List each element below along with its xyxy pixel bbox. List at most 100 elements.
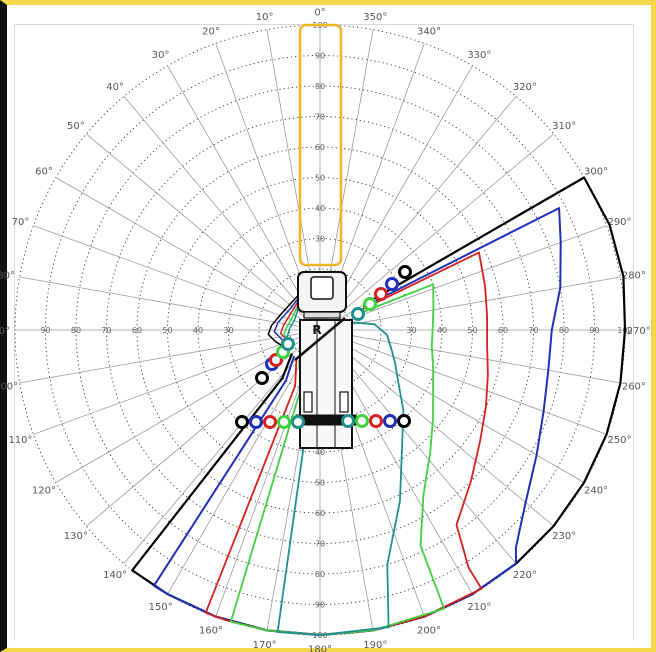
grid-spoke bbox=[319, 225, 607, 331]
angle-label: 40° bbox=[106, 82, 124, 93]
radial-label: 70 bbox=[315, 113, 325, 122]
radial-label: 80 bbox=[315, 82, 325, 91]
marker-rear-left bbox=[291, 415, 305, 429]
angle-label: 210° bbox=[467, 602, 491, 613]
grid-spoke bbox=[319, 329, 554, 527]
grid-spoke bbox=[319, 96, 517, 331]
rear-label: 40 bbox=[315, 448, 325, 457]
radial-label: 30 bbox=[315, 235, 325, 244]
marker-rear-right bbox=[355, 414, 369, 428]
angle-label: 230° bbox=[552, 531, 576, 542]
grid-spoke bbox=[319, 276, 621, 331]
grid-spoke bbox=[319, 329, 607, 435]
grid-spoke bbox=[33, 225, 321, 331]
angle-label: 180° bbox=[308, 645, 332, 652]
grid-spoke bbox=[319, 133, 554, 331]
angle-label: 270° bbox=[627, 326, 651, 337]
radial-label: 60 bbox=[315, 143, 325, 152]
vehicle-body bbox=[299, 319, 353, 449]
horizontal-right-label: 30 bbox=[406, 326, 416, 335]
rear-label: 80 bbox=[315, 570, 325, 579]
marker-rear-right bbox=[383, 414, 397, 428]
angle-label: 110° bbox=[8, 435, 32, 446]
angle-label: 30° bbox=[152, 50, 170, 61]
vehicle-diagonal bbox=[294, 317, 346, 361]
angle-label: 190° bbox=[363, 640, 387, 651]
horizontal-right-label: 40 bbox=[437, 326, 447, 335]
horizontal-left-label: 60 bbox=[132, 326, 142, 335]
marker-rear-right bbox=[341, 414, 355, 428]
rear-label: 70 bbox=[315, 540, 325, 549]
angle-label: 290° bbox=[607, 217, 631, 228]
marker-rear-right bbox=[369, 414, 383, 428]
horizontal-right-label: 80 bbox=[559, 326, 569, 335]
horizontal-right-label: 50 bbox=[467, 326, 477, 335]
vehicle-cab-roof bbox=[310, 276, 334, 300]
marker-left-diag bbox=[255, 371, 269, 385]
radial-label: 40 bbox=[315, 204, 325, 213]
marker-right-diag bbox=[374, 287, 388, 301]
marker-rear-left bbox=[249, 415, 263, 429]
marker-rear-left bbox=[263, 415, 277, 429]
grid-spoke bbox=[123, 329, 321, 564]
angle-label: 260° bbox=[622, 381, 646, 392]
angle-label: 320° bbox=[513, 82, 537, 93]
angle-label: 340° bbox=[417, 26, 441, 37]
grid-spoke bbox=[319, 329, 621, 384]
horizontal-left-label: 70 bbox=[101, 326, 111, 335]
marker-left-diag bbox=[281, 337, 295, 351]
grid-spoke bbox=[167, 329, 321, 595]
angle-label: 200° bbox=[417, 626, 441, 637]
angle-label: 120° bbox=[32, 485, 56, 496]
marker-right-diag bbox=[363, 297, 377, 311]
marker-rear-right bbox=[397, 414, 411, 428]
horizontal-left-label: 80 bbox=[71, 326, 81, 335]
rear-label: 90 bbox=[315, 601, 325, 610]
angle-label: 300° bbox=[584, 167, 608, 178]
angle-label: 240° bbox=[584, 485, 608, 496]
zone-blue bbox=[152, 207, 562, 636]
angle-label: 250° bbox=[607, 435, 631, 446]
zone-green bbox=[229, 283, 446, 636]
marker-right-diag bbox=[351, 307, 365, 321]
vehicle-letter: R bbox=[312, 323, 321, 337]
angle-label: 20° bbox=[202, 26, 220, 37]
radial-label: 50 bbox=[315, 174, 325, 183]
grid-spoke bbox=[33, 329, 321, 435]
angle-label: 60° bbox=[35, 167, 53, 178]
angle-label: 80° bbox=[0, 271, 15, 282]
angle-label: 350° bbox=[363, 12, 387, 23]
angle-label: 0° bbox=[314, 7, 325, 18]
grid-spoke bbox=[55, 177, 321, 331]
front-view-highlight bbox=[298, 23, 343, 267]
horizontal-left-label: 40 bbox=[193, 326, 203, 335]
angle-label: 170° bbox=[253, 640, 277, 651]
grid-spoke bbox=[86, 133, 321, 331]
angle-label: 130° bbox=[64, 531, 88, 542]
horizontal-left-label: 50 bbox=[162, 326, 172, 335]
angle-label: 10° bbox=[256, 12, 274, 23]
angle-label: 280° bbox=[622, 271, 646, 282]
angle-label: 50° bbox=[67, 121, 85, 132]
rear-label: 50 bbox=[315, 479, 325, 488]
angle-label: 70° bbox=[12, 217, 30, 228]
radial-label: 90 bbox=[315, 52, 325, 61]
angle-label: 310° bbox=[552, 121, 576, 132]
marker-rear-left bbox=[277, 415, 291, 429]
marker-rear-left bbox=[235, 415, 249, 429]
vehicle-top-view: R bbox=[294, 271, 357, 449]
angle-label: 150° bbox=[149, 602, 173, 613]
marker-right-diag bbox=[398, 265, 412, 279]
angle-label: 100° bbox=[0, 381, 18, 392]
horizontal-right-label: 70 bbox=[528, 326, 538, 335]
grid-spoke bbox=[319, 329, 585, 483]
vehicle-coupling bbox=[303, 311, 341, 319]
horizontal-right-label: 60 bbox=[498, 326, 508, 335]
angle-label: 160° bbox=[199, 626, 223, 637]
horizontal-left-label: 90 bbox=[40, 326, 50, 335]
zone-teal bbox=[276, 321, 405, 636]
angle-label: 330° bbox=[467, 50, 491, 61]
angle-label: 220° bbox=[513, 570, 537, 581]
grid-spoke bbox=[167, 65, 321, 331]
